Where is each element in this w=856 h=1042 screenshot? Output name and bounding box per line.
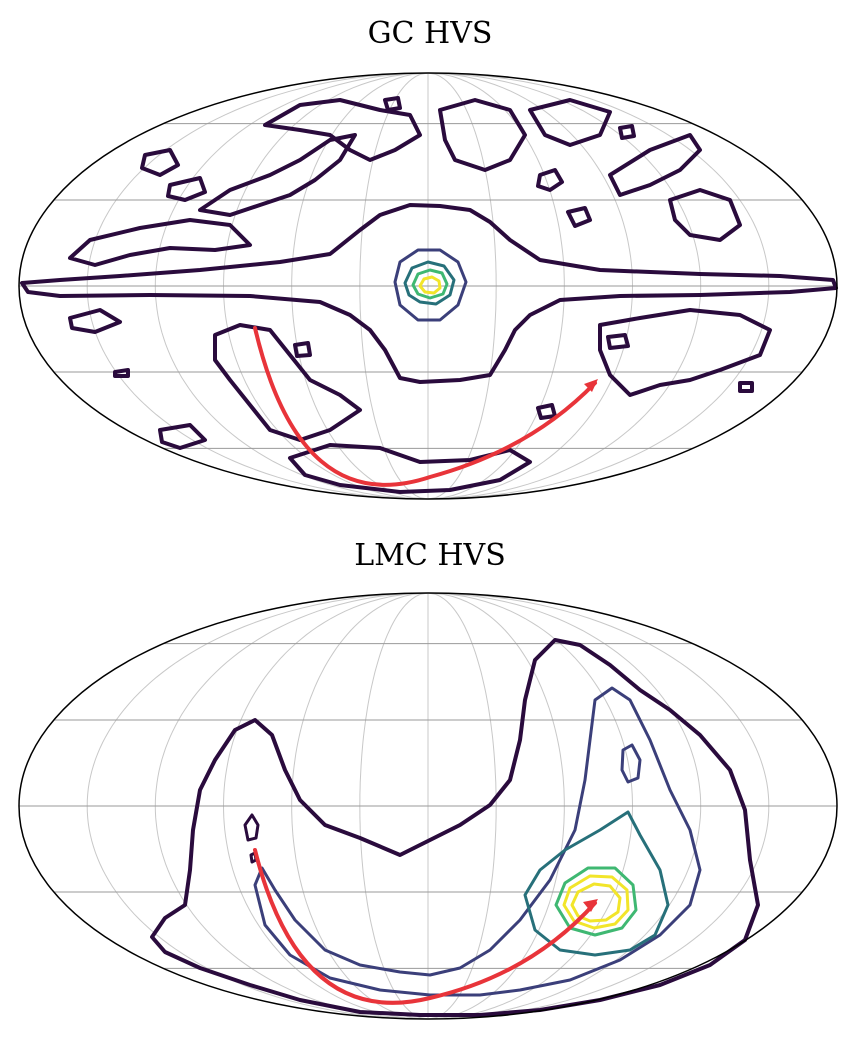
contour-gc-north-d xyxy=(438,98,527,172)
contour-gc-south-a xyxy=(213,323,362,442)
contours-gc xyxy=(20,96,838,494)
contour-gc-south-j xyxy=(293,341,312,358)
contour-gc-north-f xyxy=(608,133,702,197)
panel-lmc-hvs: LMC HVS xyxy=(18,538,838,1020)
contour-gc-bulge-5 xyxy=(418,275,442,295)
contour-gc-south-g xyxy=(536,403,557,420)
contour-gc-north-e xyxy=(528,98,612,147)
trajectory-arrow-lmc xyxy=(253,848,597,1005)
trajectory-arrow-gc xyxy=(253,326,597,487)
panel-gc-hvs: GC HVS xyxy=(18,16,838,500)
contour-lmc-level-4 xyxy=(554,866,638,937)
arrow-gc xyxy=(253,326,598,487)
contour-gc-north-b xyxy=(198,133,357,217)
contour-gc-south-h xyxy=(738,381,754,393)
contour-gc-north-i xyxy=(166,176,207,202)
contour-gc-north-a xyxy=(68,218,252,267)
mollweide-grid-lmc xyxy=(19,592,837,1020)
frame-gc xyxy=(18,72,838,500)
arrowhead-lmc xyxy=(583,899,598,912)
arrow-lmc xyxy=(253,848,598,1005)
arrowhead-gc xyxy=(584,379,598,392)
contour-gc-north-g xyxy=(668,188,742,242)
mollweide-grid-gc xyxy=(19,72,837,500)
contour-gc-south-f xyxy=(113,368,130,378)
contour-lmc-level-1 xyxy=(150,638,760,1017)
panel-title-gc: GC HVS xyxy=(368,16,493,51)
frame-lmc xyxy=(18,592,838,1020)
contour-lmc-level-2 xyxy=(253,686,702,997)
contour-gc-north-l xyxy=(566,206,592,228)
contour-gc-north-k xyxy=(536,168,564,192)
contour-lmc-level-3 xyxy=(523,810,670,957)
contour-lmc-island-a xyxy=(620,743,642,784)
contour-lmc-level-5-outer xyxy=(562,874,630,930)
contour-gc-bulge-4 xyxy=(411,268,449,300)
contour-gc-bulge-2 xyxy=(393,248,468,322)
contour-gc-south-c xyxy=(288,443,532,494)
contour-gc-north-m xyxy=(618,124,636,140)
contour-gc-south-e xyxy=(68,308,122,334)
contour-gc-south-i xyxy=(606,333,630,350)
contours-lmc xyxy=(150,638,760,1017)
contour-gc-north-h xyxy=(140,148,180,177)
contour-gc-south-b xyxy=(598,308,772,397)
contour-gc-north-j xyxy=(383,96,402,112)
contour-lmc-island-b xyxy=(243,813,260,842)
contour-gc-bulge-3 xyxy=(403,260,456,306)
contour-gc-north-c xyxy=(263,98,422,162)
panel-title-lmc: LMC HVS xyxy=(354,538,506,573)
contour-gc-plane-band xyxy=(20,203,838,384)
contour-lmc-level-5-inner xyxy=(570,882,622,923)
contour-gc-south-d xyxy=(158,423,207,450)
